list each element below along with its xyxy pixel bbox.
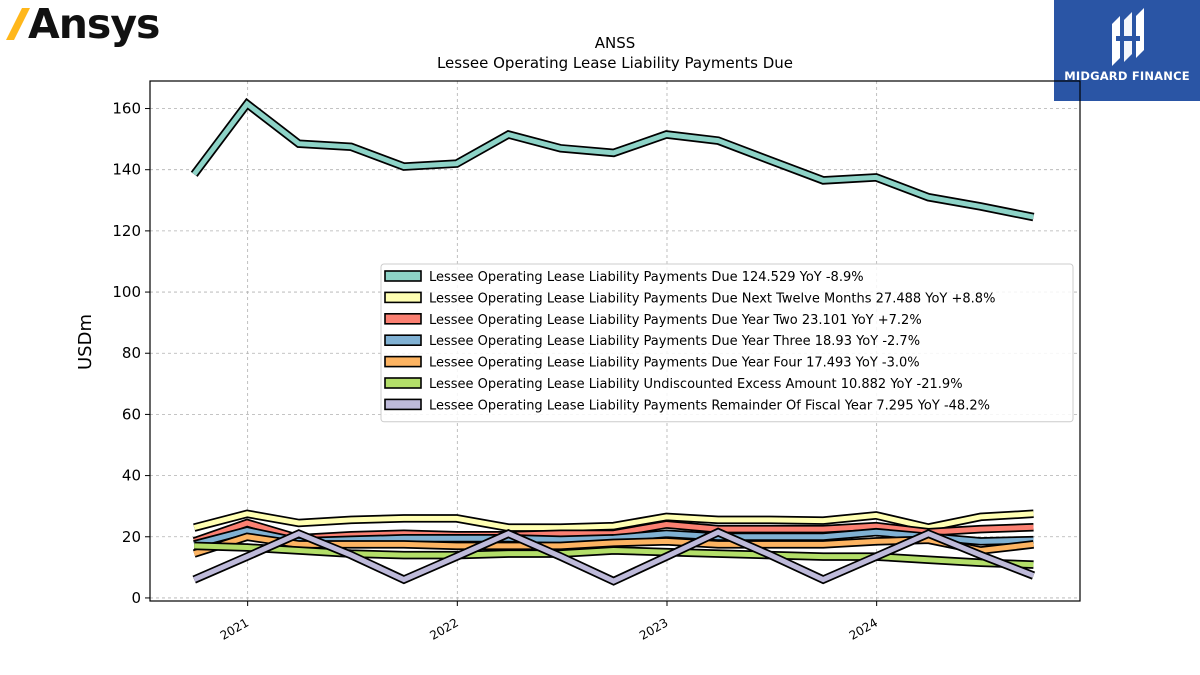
legend-swatch (384, 270, 422, 282)
x-tick-label: 2021 (218, 615, 251, 642)
legend-swatch (384, 291, 422, 304)
x-tick-label: 2022 (427, 615, 460, 642)
midgard-finance-text: MIDGARD FINANCE (1064, 69, 1190, 83)
legend-swatch (384, 334, 422, 347)
legend-swatch (384, 377, 422, 389)
legend-swatch (384, 312, 422, 325)
series-2 (193, 509, 1034, 532)
ansys-chevron-icon (6, 8, 30, 40)
legend-label: Lessee Operating Lease Liability Payment… (429, 313, 922, 328)
legend-label: Lessee Operating Lease Liability Payment… (429, 270, 864, 285)
series-line (193, 511, 1034, 531)
legend-label: Lessee Operating Lease Liability Undisco… (429, 377, 963, 392)
series-1 (190, 97, 1035, 222)
legend-label: Lessee Operating Lease Liability Payment… (429, 356, 920, 371)
y-tick-label: 60 (122, 405, 141, 423)
y-tick-label: 160 (112, 100, 141, 118)
ansys-logo-text: Ansys (28, 0, 160, 48)
series-layer (190, 97, 1036, 586)
series-7 (192, 527, 1036, 586)
y-tick-label: 20 (122, 528, 141, 546)
series-6 (194, 541, 1034, 569)
legend-box (380, 263, 1074, 423)
legend-label: Lessee Operating Lease Liability Payment… (429, 334, 920, 349)
y-tick-label: 0 (131, 589, 141, 607)
x-tick-label: 2023 (637, 615, 670, 642)
chart-title: ANSS (595, 34, 636, 52)
legend: Lessee Operating Lease Liability Payment… (380, 263, 1074, 423)
ansys-logo: Ansys (6, 0, 160, 52)
y-tick-label: 100 (112, 283, 141, 301)
x-tick-label: 2024 (847, 615, 880, 642)
midgard-emblem-icon (1112, 8, 1144, 66)
y-tick-label: 40 (122, 467, 141, 485)
y-tick-label: 120 (112, 222, 141, 240)
series-line (194, 543, 1034, 568)
y-tick-label: 80 (122, 344, 141, 362)
legend-swatch (384, 355, 422, 368)
legend-swatch (384, 398, 422, 411)
chart-subtitle: Lessee Operating Lease Liability Payment… (437, 54, 793, 72)
plot-frame (149, 80, 1081, 602)
series-line (192, 100, 1034, 220)
series-line-outline (190, 97, 1035, 222)
y-axis-label: USDm (75, 314, 96, 370)
midgard-finance-logo: MIDGARD FINANCE (1054, 0, 1200, 101)
y-tick-label: 140 (112, 161, 141, 179)
series-line (193, 529, 1035, 584)
legend-label: Lessee Operating Lease Liability Payment… (429, 398, 990, 413)
legend-label: Lessee Operating Lease Liability Payment… (429, 291, 995, 306)
